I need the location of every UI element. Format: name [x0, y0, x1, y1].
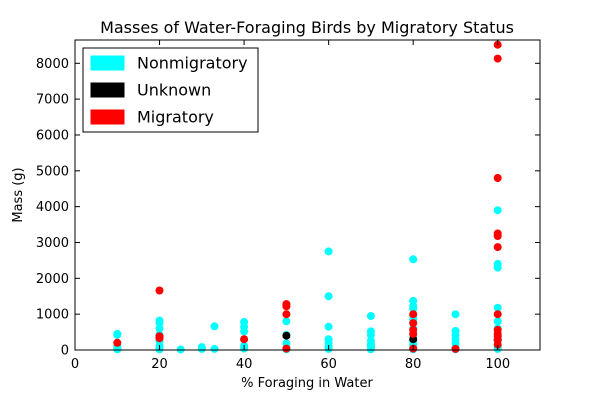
y-tick-label-3: 3000: [36, 236, 69, 251]
x-tick-label-3: 60: [320, 357, 337, 372]
data-point-nonmigratory-15: [197, 344, 206, 353]
legend-swatch-nonmigratory: [90, 55, 125, 71]
legend-label-nonmigratory: Nonmigratory: [137, 54, 248, 73]
data-point-nonmigratory-16: [210, 322, 219, 331]
y-axis-ticks: 0 1000 2000 3000 4000 5000 6000 7000 8000: [36, 57, 540, 359]
data-point-nonmigratory-24: [282, 317, 291, 326]
data-point-migratory-26: [493, 340, 502, 349]
x-tick-label-1: 20: [151, 357, 168, 372]
y-tick-label-2: 2000: [36, 272, 69, 287]
data-point-migratory-4: [240, 335, 249, 344]
y-tick-label-7: 7000: [36, 93, 69, 108]
y-tick-label-1: 1000: [36, 308, 69, 323]
data-point-unknown-1: [282, 331, 291, 340]
data-point-nonmigratory-67: [493, 303, 502, 312]
data-point-nonmigratory-1: [113, 330, 122, 339]
chart-title: Masses of Water-Foraging Birds by Migrat…: [100, 18, 514, 37]
x-axis-ticks: 0 20 40 60 80 100: [71, 40, 510, 372]
data-point-nonmigratory-36: [366, 312, 375, 320]
y-tick-label-5: 5000: [36, 164, 69, 179]
data-point-nonmigratory-38: [366, 330, 375, 339]
data-point-nonmigratory-43: [409, 255, 418, 264]
y-tick-label-4: 4000: [36, 200, 69, 215]
y-tick-label-0: 0: [61, 344, 69, 359]
data-point-nonmigratory-42: [366, 345, 375, 354]
x-axis-label: % Foraging in Water: [241, 376, 373, 391]
data-point-migratory-21: [493, 310, 502, 319]
x-tick-label-4: 80: [405, 357, 422, 372]
data-point-nonmigratory-29: [324, 247, 333, 256]
legend-swatch-unknown: [90, 82, 125, 98]
data-point-migratory-14: [451, 344, 460, 353]
data-point-migratory-12: [409, 329, 418, 338]
data-point-nonmigratory-7: [155, 324, 164, 333]
data-point-migratory-6: [282, 302, 291, 311]
data-point-migratory-3: [155, 334, 164, 343]
data-point-migratory-0: [113, 338, 122, 347]
data-point-nonmigratory-30: [324, 292, 333, 301]
data-point-migratory-8: [282, 344, 291, 353]
data-point-migratory-16: [493, 54, 502, 63]
data-point-migratory-9: [409, 310, 418, 319]
x-tick-label-5: 100: [485, 357, 510, 372]
data-point-migratory-17: [493, 174, 502, 182]
x-tick-label-2: 40: [236, 357, 253, 372]
data-point-nonmigratory-31: [324, 322, 333, 331]
data-point-nonmigratory-68: [493, 317, 502, 326]
data-point-migratory-20: [493, 243, 502, 252]
data-point-nonmigratory-66: [493, 263, 502, 272]
data-point-migratory-19: [493, 232, 502, 240]
legend-label-migratory: Migratory: [137, 108, 214, 127]
x-tick-label-0: 0: [71, 357, 79, 372]
data-point-migratory-7: [282, 310, 291, 319]
legend-label-unknown: Unknown: [137, 81, 211, 100]
data-point-nonmigratory-4: [113, 345, 122, 354]
y-tick-label-6: 6000: [36, 128, 69, 143]
data-point-nonmigratory-20: [240, 327, 249, 336]
data-point-nonmigratory-63: [493, 206, 502, 215]
y-axis-label: Mass (g): [11, 167, 26, 222]
data-point-nonmigratory-17: [210, 344, 219, 353]
legend-swatch-migratory: [90, 109, 125, 125]
data-point-migratory-10: [409, 319, 418, 328]
data-point-nonmigratory-6: [155, 318, 164, 327]
y-tick-label-8: 8000: [36, 57, 69, 72]
legend: Nonmigratory Unknown Migratory: [82, 47, 259, 133]
data-point-nonmigratory-56: [451, 310, 460, 319]
data-point-migratory-1: [155, 286, 164, 295]
plot-frame: [74, 39, 541, 351]
